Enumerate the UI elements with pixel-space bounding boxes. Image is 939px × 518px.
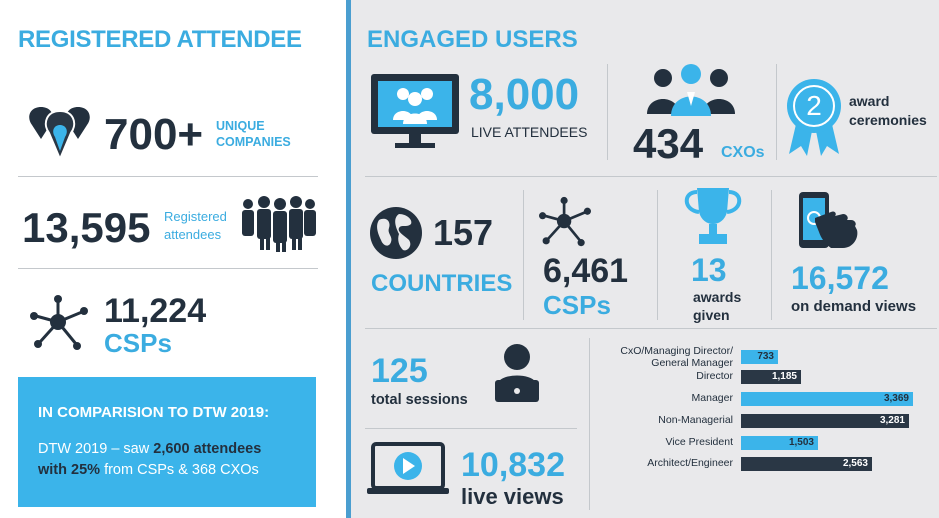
bar-value-label: 733 bbox=[757, 351, 774, 362]
bar-1: 1,185 bbox=[741, 370, 801, 384]
monitor-group-icon bbox=[371, 74, 459, 148]
registered-attendee-panel: REGISTERED ATTENDEE 700+ UNIQUE COMPANIE… bbox=[0, 0, 346, 518]
separator bbox=[771, 190, 772, 320]
separator bbox=[523, 190, 524, 320]
comparison-box: IN COMPARISION TO DTW 2019: DTW 2019 – s… bbox=[18, 377, 316, 507]
separator bbox=[365, 328, 937, 329]
sessions-label: total sessions bbox=[371, 392, 468, 408]
bar-value-label: 1,185 bbox=[771, 371, 797, 382]
award-ceremonies-label: award ceremonies bbox=[849, 92, 927, 130]
separator bbox=[365, 176, 937, 177]
globe-icon bbox=[370, 207, 422, 259]
csps-value: 11,224 bbox=[104, 292, 207, 330]
bar-5: 2,563 bbox=[741, 457, 872, 471]
unique-companies-value: 700+ bbox=[104, 110, 204, 159]
separator bbox=[776, 64, 777, 160]
comparison-text: DTW 2019 – saw 2,600 attendees with 25% … bbox=[38, 439, 261, 481]
bar-label-text: CxO/Managing Director/ General Manager bbox=[620, 345, 733, 369]
bar-label-non-managerial: Non-Managerial bbox=[658, 414, 733, 426]
bar-label-architect-engineer: Architect/Engineer bbox=[647, 457, 733, 469]
bar-0: 733 bbox=[741, 350, 778, 364]
unique-companies-label: UNIQUE COMPANIES bbox=[216, 118, 291, 150]
engaged-users-heading: ENGAGED USERS bbox=[367, 26, 578, 53]
comparison-percentage: with 25% bbox=[38, 462, 101, 478]
award-label: award bbox=[849, 93, 890, 109]
bar-value-label: 3,369 bbox=[883, 393, 909, 404]
live-views-value: 10,832 bbox=[461, 446, 565, 484]
bar-label-cxo: CxO/Managing Director/ General Manager bbox=[593, 345, 733, 369]
separator bbox=[365, 428, 577, 429]
awards-given-value: 13 bbox=[691, 252, 727, 288]
live-attendees-label: LIVE ATTENDEES bbox=[471, 124, 588, 140]
given-label: given bbox=[693, 307, 730, 323]
attendees-label: attendees bbox=[164, 227, 222, 242]
tablet-tap-icon bbox=[799, 192, 858, 248]
countries-label: COUNTRIES bbox=[371, 270, 513, 297]
registered-label: Registered bbox=[164, 209, 227, 224]
bar-4: 1,503 bbox=[741, 436, 818, 450]
separator bbox=[18, 176, 318, 177]
registered-attendees-label: Registered attendees bbox=[164, 208, 227, 244]
registered-attendees-value: 13,595 bbox=[22, 204, 151, 251]
awards-label: awards bbox=[693, 289, 742, 305]
award-badge-icon bbox=[787, 79, 841, 156]
bar-label-manager: Manager bbox=[691, 392, 733, 404]
engaged-csps-value: 6,461 bbox=[543, 252, 629, 290]
on-demand-views-value: 16,572 bbox=[791, 260, 889, 296]
on-demand-views-label: on demand views bbox=[791, 298, 917, 315]
comparison-attendees: 2,600 attendees bbox=[153, 441, 262, 457]
panel-divider bbox=[346, 0, 351, 518]
comparison-line1-text: DTW 2019 – saw bbox=[38, 441, 154, 457]
countries-value: 157 bbox=[433, 212, 494, 253]
comparison-title: IN COMPARISION TO DTW 2019: bbox=[38, 404, 270, 421]
awards-given-label: awards given bbox=[693, 288, 741, 324]
bar-2: 3,369 bbox=[741, 392, 913, 406]
laptop-user-icon bbox=[495, 344, 539, 402]
video-play-icon bbox=[367, 442, 449, 494]
bar-value-label: 2,563 bbox=[842, 458, 868, 469]
comparison-line2-text: from CSPs & 368 CXOs bbox=[100, 462, 259, 478]
bar-label-director: Director bbox=[696, 370, 733, 382]
role-bar-chart: CxO/Managing Director/ General Manager D… bbox=[593, 340, 939, 480]
bar-value-label: 1,503 bbox=[788, 437, 814, 448]
unique-label: UNIQUE bbox=[216, 119, 265, 133]
companies-label: COMPANIES bbox=[216, 135, 291, 149]
separator bbox=[607, 64, 608, 160]
separator bbox=[589, 338, 590, 510]
sessions-value: 125 bbox=[371, 352, 428, 390]
engaged-users-panel: ENGAGED USERS 8,000 LIVE ATTENDEES 434 C… bbox=[351, 0, 939, 518]
bar-label-vice-president: Vice President bbox=[665, 436, 733, 448]
live-attendees-value: 8,000 bbox=[469, 70, 580, 119]
network-icon bbox=[539, 196, 591, 247]
bar-3: 3,281 bbox=[741, 414, 909, 428]
separator bbox=[657, 190, 658, 320]
executives-icon bbox=[647, 64, 735, 116]
live-views-label: live views bbox=[461, 484, 564, 509]
network-icon bbox=[30, 295, 88, 350]
csps-label: CSPs bbox=[104, 328, 172, 358]
bar-value-label: 3,281 bbox=[879, 415, 905, 426]
location-pins-icon bbox=[29, 107, 90, 161]
crowd-icon bbox=[242, 196, 316, 252]
ceremonies-label: ceremonies bbox=[849, 112, 927, 128]
award-number: 2 bbox=[806, 90, 822, 121]
cxos-value: 434 bbox=[633, 120, 704, 167]
registered-attendee-heading: REGISTERED ATTENDEE bbox=[18, 26, 302, 53]
trophy-icon bbox=[684, 188, 742, 244]
engaged-csps-label: CSPs bbox=[543, 290, 611, 320]
cxos-label: CXOs bbox=[721, 144, 765, 161]
separator bbox=[18, 268, 318, 269]
